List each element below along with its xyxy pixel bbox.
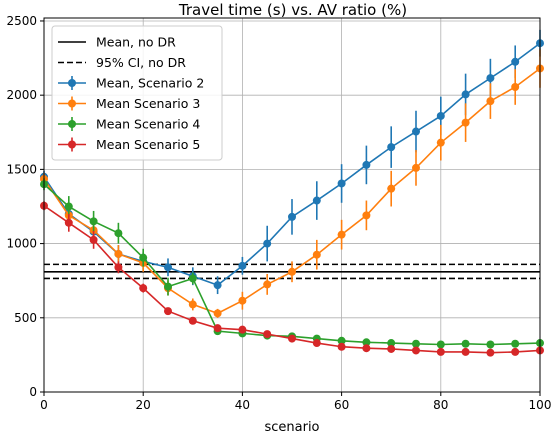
data-point <box>362 160 371 169</box>
data-point <box>412 163 420 172</box>
data-point <box>486 97 495 106</box>
data-point <box>387 184 396 193</box>
series-layer <box>40 29 544 357</box>
data-point <box>188 316 197 325</box>
data-point <box>461 118 470 127</box>
data-point <box>461 90 470 99</box>
data-point <box>263 280 272 289</box>
data-point <box>461 339 470 348</box>
data-point <box>412 127 420 136</box>
legend-label: Mean, no DR <box>96 35 176 50</box>
data-point <box>164 263 172 272</box>
data-point <box>188 274 197 283</box>
y-tick-label: 2500 <box>6 14 37 28</box>
data-point <box>164 282 172 291</box>
data-point <box>486 74 495 83</box>
data-point <box>213 309 222 318</box>
data-point <box>89 217 98 226</box>
x-tick-label: 0 <box>40 398 48 412</box>
data-point <box>213 281 222 290</box>
x-tick-label: 20 <box>136 398 151 412</box>
data-point <box>362 344 371 353</box>
data-point <box>387 344 396 353</box>
data-point <box>511 347 520 356</box>
data-point <box>288 334 296 343</box>
legend: Mean, no DR 95% CI, no DR Mean, Scenario 2… <box>51 25 223 161</box>
data-point <box>511 83 520 92</box>
legend-swatch-marker <box>68 79 76 87</box>
y-tick-label: 0 <box>29 385 37 399</box>
data-point <box>64 202 73 211</box>
legend-label: 95% CI, no DR <box>96 55 186 70</box>
data-point <box>114 249 123 258</box>
y-axis: 0 500 1000 1500 2000 2500 <box>6 14 44 399</box>
legend-swatch-marker <box>68 140 76 149</box>
data-point <box>263 330 272 339</box>
legend-label: Mean Scenario 5 <box>96 137 200 152</box>
data-point <box>263 239 272 248</box>
data-point <box>486 340 495 349</box>
x-tick-label: 80 <box>433 398 448 412</box>
data-point <box>387 143 396 152</box>
chart-title: Travel time (s) vs. AV ratio (%) <box>178 1 407 19</box>
legend-swatch-marker <box>68 99 76 108</box>
data-point <box>188 300 197 309</box>
data-point <box>312 250 321 259</box>
data-point <box>114 229 123 238</box>
data-point <box>114 263 123 272</box>
y-tick-label: 2000 <box>6 88 37 102</box>
data-point <box>511 57 520 66</box>
x-axis: 0 20 40 60 80 100 <box>40 392 551 412</box>
data-point <box>412 346 420 355</box>
data-point <box>362 338 371 347</box>
series <box>40 201 544 357</box>
data-point <box>511 339 520 348</box>
data-point <box>337 179 346 188</box>
data-point <box>337 336 346 345</box>
data-point <box>461 347 470 356</box>
data-point <box>288 267 296 276</box>
data-point <box>238 296 247 305</box>
data-point <box>238 261 247 270</box>
data-point <box>238 325 247 334</box>
data-point <box>387 339 396 348</box>
plot-frame <box>43 17 541 393</box>
data-point <box>436 111 445 120</box>
data-point <box>412 339 420 348</box>
data-point <box>288 212 296 221</box>
data-point <box>312 339 321 348</box>
y-tick-label: 500 <box>14 311 37 325</box>
x-axis-label: scenario <box>264 420 319 435</box>
legend-label: Mean Scenario 4 <box>96 117 200 132</box>
data-point <box>213 324 222 333</box>
data-point <box>164 307 172 316</box>
data-point <box>337 230 346 239</box>
data-point <box>436 347 445 356</box>
legend-label: Mean, Scenario 2 <box>96 76 204 91</box>
y-tick-label: 1500 <box>6 162 37 176</box>
data-point <box>139 284 148 293</box>
data-point <box>64 218 73 227</box>
data-point <box>486 348 495 357</box>
legend-box <box>51 25 223 161</box>
data-point <box>337 342 346 351</box>
data-point <box>362 211 371 220</box>
data-point <box>89 235 98 244</box>
x-tick-label: 40 <box>235 398 250 412</box>
x-tick-label: 60 <box>334 398 349 412</box>
data-point <box>436 340 445 349</box>
data-point <box>312 196 321 205</box>
y-tick-label: 1000 <box>6 237 37 251</box>
data-point <box>139 253 148 262</box>
legend-label: Mean Scenario 3 <box>96 96 200 111</box>
x-tick-label: 100 <box>529 398 552 412</box>
data-point <box>436 138 445 147</box>
legend-swatch-marker <box>68 120 76 128</box>
